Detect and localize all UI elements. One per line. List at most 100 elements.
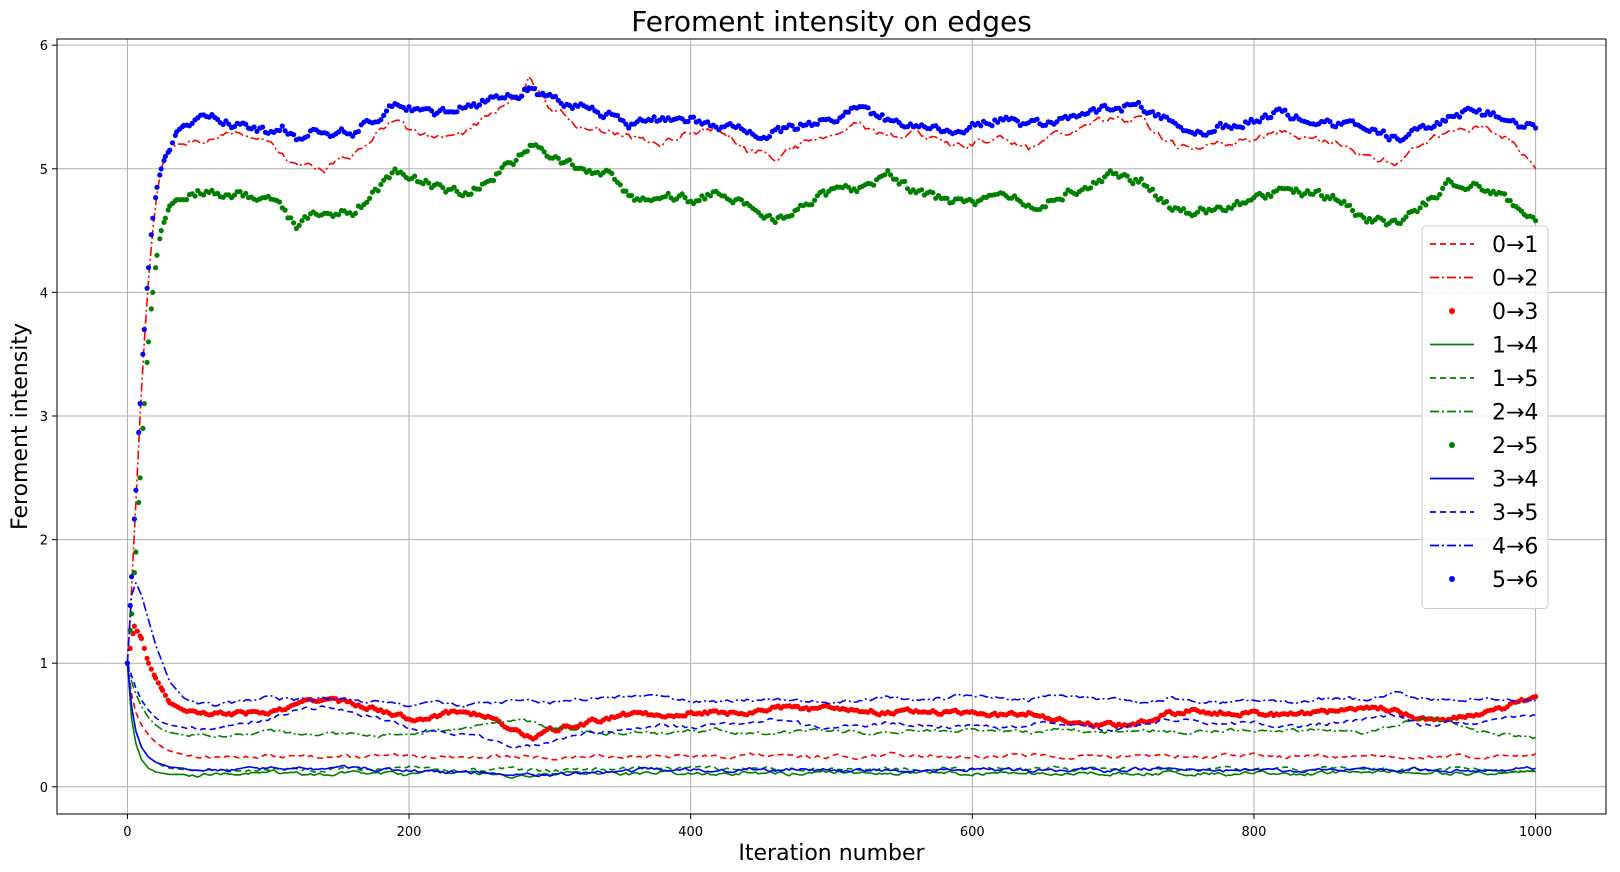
data-point: [1383, 133, 1389, 139]
data-point: [383, 108, 390, 114]
x-tick-label: 800: [1242, 825, 1267, 840]
legend-label: 4→6: [1492, 535, 1538, 560]
data-point: [355, 128, 361, 135]
data-point: [299, 218, 305, 224]
data-point: [231, 192, 237, 198]
data-point: [1448, 179, 1454, 185]
data-point: [1364, 219, 1370, 225]
data-point: [291, 132, 297, 138]
data-point: [1507, 198, 1513, 204]
data-point: [1203, 210, 1209, 216]
data-point: [617, 182, 623, 188]
grid-layer: [57, 39, 1606, 814]
data-point: [155, 680, 161, 686]
data-point: [623, 121, 629, 127]
data-point: [519, 93, 525, 99]
legend-label: 2→5: [1492, 434, 1538, 459]
y-tick-label: 0: [40, 781, 48, 796]
series-1→4: [126, 663, 1536, 779]
data-point: [1530, 214, 1536, 220]
data-point: [1434, 195, 1440, 201]
data-point: [1380, 128, 1387, 134]
data-point: [426, 180, 432, 186]
data-point: [1180, 206, 1187, 212]
data-point: [133, 549, 139, 555]
data-point: [1217, 120, 1223, 126]
data-point: [1406, 131, 1412, 137]
series-layer: [124, 75, 1539, 779]
data-point: [1440, 185, 1446, 191]
data-point: [1316, 187, 1322, 193]
data-point: [1341, 198, 1347, 204]
data-point: [595, 109, 601, 115]
legend-entry: 3→5: [1430, 501, 1538, 526]
data-point: [153, 195, 159, 201]
legend: 0→1 0→2 0→3 1→4 1→5 2→4 2→5 3→4 3→5 4→6 5→6: [1421, 225, 1549, 609]
data-point: [567, 157, 573, 163]
data-point: [524, 148, 530, 154]
data-point: [834, 118, 840, 125]
series-4→6: [126, 582, 1536, 709]
series-2→5: [124, 142, 1539, 666]
data-point: [665, 190, 671, 196]
data-point: [133, 487, 139, 493]
data-point: [496, 170, 502, 176]
legend-entry: 0→2: [1430, 267, 1538, 292]
y-tick-label: 5: [40, 163, 48, 178]
data-point: [137, 401, 143, 407]
series-line: [126, 663, 1537, 761]
data-point: [1397, 220, 1403, 227]
data-point: [1096, 107, 1102, 113]
data-point: [1490, 110, 1496, 116]
data-point: [738, 197, 745, 203]
data-point: [440, 185, 446, 191]
data-point: [696, 197, 702, 204]
y-tick-label: 1: [40, 657, 48, 672]
data-point: [705, 119, 711, 125]
data-point: [336, 212, 342, 218]
series-0→2: [126, 75, 1537, 664]
data-point: [707, 193, 714, 199]
legend-entry: 3→4: [1430, 468, 1538, 493]
data-point: [778, 129, 784, 135]
data-point: [140, 425, 146, 431]
legend-label: 3→4: [1492, 468, 1538, 493]
data-point: [1257, 119, 1263, 125]
data-point: [772, 219, 778, 225]
data-point: [499, 165, 505, 171]
data-point: [148, 666, 154, 672]
data-point: [378, 117, 384, 123]
data-point: [134, 628, 140, 634]
data-point: [144, 359, 150, 365]
data-point: [476, 102, 483, 108]
data-point: [1437, 191, 1443, 197]
legend-entry: 1→4: [1430, 334, 1538, 359]
data-point: [131, 623, 137, 629]
data-point: [972, 202, 978, 208]
data-point: [789, 212, 795, 218]
data-point: [1200, 206, 1206, 212]
legend-entry: 2→4: [1430, 401, 1538, 426]
series-line: [126, 662, 1536, 749]
x-tick-label: 0: [123, 825, 131, 840]
data-point: [209, 187, 215, 193]
y-axis-label: Feroment intensity: [8, 323, 33, 530]
data-point: [1012, 193, 1018, 199]
data-point: [288, 215, 294, 221]
data-point: [1330, 192, 1336, 198]
data-point: [879, 112, 885, 118]
data-point: [679, 191, 685, 197]
data-point: [809, 202, 815, 208]
data-point: [1282, 107, 1288, 113]
data-point: [1518, 208, 1525, 214]
data-point: [1245, 120, 1251, 126]
data-point: [904, 186, 911, 192]
data-point: [162, 692, 168, 698]
x-tick-label: 400: [678, 825, 703, 840]
data-point: [352, 210, 359, 216]
data-point: [1014, 118, 1021, 124]
data-point: [614, 112, 621, 119]
data-point: [1423, 202, 1429, 208]
data-point: [1513, 120, 1519, 126]
series-line: [126, 663, 1536, 740]
